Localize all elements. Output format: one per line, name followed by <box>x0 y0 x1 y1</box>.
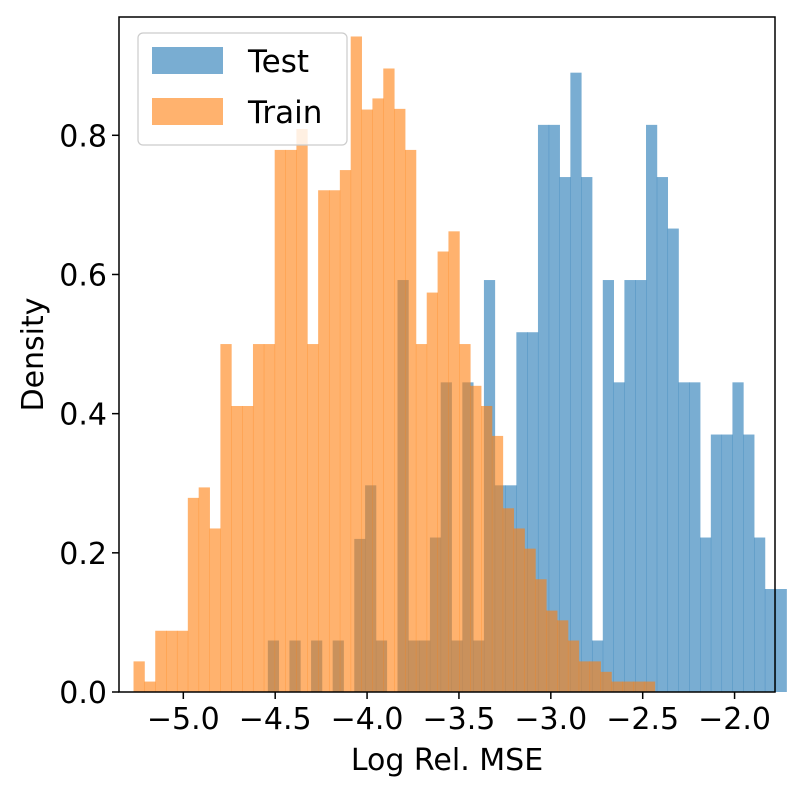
train-bar <box>405 149 417 692</box>
train-bar <box>361 109 373 693</box>
test-bar <box>732 382 744 692</box>
train-bar <box>491 435 504 692</box>
test-legend-swatch <box>152 47 223 74</box>
train-bar <box>328 190 341 692</box>
test-bar <box>548 124 560 693</box>
train-bar <box>252 344 265 692</box>
train-bar <box>166 630 178 692</box>
y-axis-label: Density <box>16 297 51 411</box>
train-bar <box>481 405 493 692</box>
train-bar <box>372 98 384 693</box>
test-bar <box>624 280 636 692</box>
train-bar <box>643 681 656 692</box>
train-bar <box>611 681 623 692</box>
train-bar <box>263 344 276 692</box>
train-bar <box>198 487 210 692</box>
x-tick-label: −4.5 <box>239 702 312 737</box>
x-tick-label: −2.5 <box>606 702 679 737</box>
test-bar <box>710 434 723 692</box>
y-tick-label: 0.6 <box>59 258 107 293</box>
train-bar <box>350 36 362 693</box>
train-bar <box>448 231 460 692</box>
test-bar <box>635 280 647 692</box>
train-bar <box>209 528 221 692</box>
train-bar <box>622 681 634 692</box>
train-bar <box>535 579 547 692</box>
train-bar <box>578 661 591 692</box>
train-bar <box>502 508 515 692</box>
train-bar <box>274 149 286 692</box>
train-bar <box>426 292 438 692</box>
x-axis-label: Log Rel. MSE <box>351 743 543 778</box>
train-series-bars <box>133 36 656 693</box>
y-tick-label: 0.4 <box>59 398 107 433</box>
x-tick-label: −3.0 <box>514 702 587 737</box>
train-bar <box>513 528 525 692</box>
train-bar <box>339 170 352 693</box>
train-bar <box>220 344 232 692</box>
x-tick-label: −5.0 <box>147 702 220 737</box>
x-tick-label: −4.0 <box>331 702 404 737</box>
train-bar <box>296 129 308 693</box>
train-bar <box>600 671 612 692</box>
test-bar <box>559 177 571 693</box>
test-bar <box>743 434 755 692</box>
test-legend-label: Test <box>247 44 309 80</box>
test-bar <box>775 589 787 692</box>
train-bar <box>546 610 558 692</box>
test-bar <box>721 434 733 692</box>
train-bar <box>524 548 536 692</box>
train-bar <box>155 630 167 692</box>
y-tick-label: 0.0 <box>59 676 107 711</box>
train-legend-label: Train <box>247 95 322 131</box>
train-bar <box>144 681 156 692</box>
plot-frame <box>118 16 776 693</box>
test-bar <box>656 177 669 693</box>
test-bar <box>764 589 777 692</box>
train-bar <box>307 344 319 692</box>
test-bar <box>678 382 690 692</box>
train-bar <box>470 385 482 692</box>
train-bar <box>231 405 243 692</box>
train-bar <box>383 68 395 693</box>
train-bar <box>394 108 406 693</box>
train-bar <box>415 344 428 692</box>
train-bar <box>567 640 580 692</box>
test-bar <box>689 382 701 692</box>
y-tick-label: 0.2 <box>59 537 107 572</box>
test-bar <box>527 332 539 692</box>
train-legend-swatch <box>152 98 223 125</box>
test-bar <box>646 124 658 693</box>
train-bar <box>633 681 645 692</box>
test-bar <box>613 382 625 692</box>
train-bar <box>318 190 330 692</box>
test-bar <box>570 72 582 693</box>
test-bar <box>602 280 614 692</box>
train-bar <box>242 405 254 692</box>
train-bar <box>285 149 297 692</box>
y-tick-label: 0.8 <box>59 119 107 154</box>
train-bar <box>589 661 601 692</box>
test-bar <box>516 332 528 692</box>
x-tick-label: −2.0 <box>698 702 771 737</box>
train-bar <box>437 251 449 692</box>
x-tick-label: −3.5 <box>423 702 496 737</box>
axes: −5.0 −4.5 −4.0 −3.5 −3.0 −2.5 −2.0 0.0 0.2 0.4 0.6… <box>59 16 776 737</box>
train-bar <box>133 661 145 692</box>
train-bar <box>557 620 569 692</box>
test-bar <box>700 537 712 692</box>
train-bar <box>187 497 200 692</box>
legend: Test Train <box>137 32 348 146</box>
test-bar <box>754 537 766 692</box>
test-bar <box>667 228 679 693</box>
test-bar <box>581 177 593 693</box>
train-bar <box>176 630 189 692</box>
train-bar <box>459 344 471 692</box>
test-bar <box>537 124 550 693</box>
